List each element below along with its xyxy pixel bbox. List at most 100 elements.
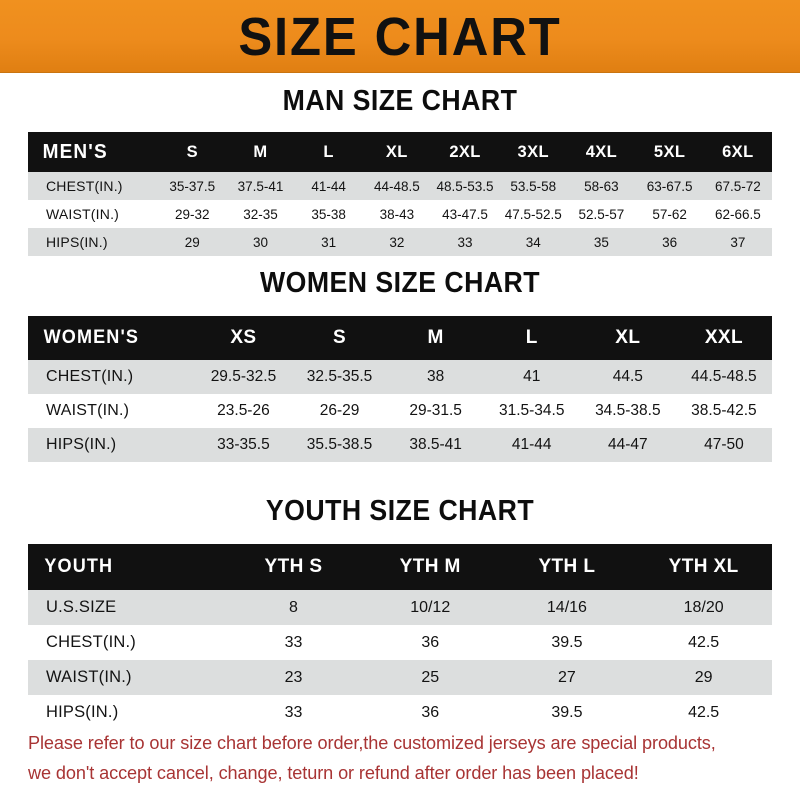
men-size-header-9: 6XL	[722, 142, 754, 161]
men-size-header-2: M	[253, 142, 268, 161]
table-cell: 35	[593, 234, 609, 250]
men-table-header-row: MEN'S S M L XL 2XL 3XL 4XL 5XL 6XL	[28, 132, 772, 172]
women-size-chart-block: WOMEN SIZE CHART WOMEN'S XS S M L XL XXL CHEST(…	[28, 266, 772, 462]
youth-row-label-1: U.S.SIZE	[46, 598, 117, 616]
table-row: CHEST(IN.) 33 36 39.5 42.5	[28, 625, 772, 660]
table-cell: 33-35.5	[217, 436, 270, 453]
women-size-header-5: XL	[615, 327, 641, 348]
table-row: HIPS(IN.) 33-35.5 35.5-38.5 38.5-41 41-44 44-…	[28, 428, 772, 462]
women-row-label-2: WAIST(IN.)	[46, 402, 130, 419]
women-table-header-row: WOMEN'S XS S M L XL XXL	[28, 316, 772, 360]
men-size-header-8: 5XL	[653, 142, 686, 161]
table-cell: 63-67.5	[646, 178, 693, 194]
youth-size-table: YOUTH YTH S YTH M YTH L YTH XL U.S.SIZE 8 10/12…	[28, 544, 772, 730]
table-row: HIPS(IN.) 33 36 39.5 42.5	[28, 695, 772, 730]
men-row-label-2: WAIST(IN.)	[46, 206, 120, 222]
table-cell: 34.5-38.5	[595, 402, 661, 419]
table-cell: 29-32	[175, 206, 210, 222]
women-row-label-3: HIPS(IN.)	[46, 436, 117, 453]
youth-section-title: YOUTH SIZE CHART	[265, 495, 535, 527]
youth-size-header-3: YTH L	[538, 556, 596, 577]
banner: SIZE CHART	[0, 0, 800, 72]
order-policy-note-line-2: we don't accept cancel, change, teturn o…	[28, 762, 639, 783]
table-cell: 62-66.5	[714, 206, 761, 222]
table-cell: 27	[558, 668, 576, 686]
youth-row-label-2: CHEST(IN.)	[46, 633, 136, 651]
table-cell: 30	[252, 234, 268, 250]
table-cell: 47-50	[704, 436, 744, 453]
table-cell: 35-37.5	[169, 178, 216, 194]
table-cell: 39.5	[551, 633, 583, 651]
women-size-table: WOMEN'S XS S M L XL XXL CHEST(IN.) 29.5-32.5 32.5…	[28, 316, 772, 462]
men-size-header-4: XL	[385, 142, 408, 161]
women-size-header-3: M	[427, 327, 444, 348]
table-cell: 25	[421, 668, 440, 686]
table-cell: 29-31.5	[409, 402, 462, 419]
table-cell: 48.5-53.5	[436, 178, 494, 194]
youth-row-label-4: HIPS(IN.)	[46, 703, 119, 721]
table-row: HIPS(IN.) 29 30 31 32 33 34 35 36 37	[28, 228, 772, 256]
order-policy-note: Please refer to our size chart before or…	[28, 728, 761, 788]
table-cell: 18/20	[683, 598, 724, 616]
men-size-chart-block: MAN SIZE CHART MEN'S S M L XL 2XL 3XL 4XL 5XL 6XL…	[28, 84, 772, 256]
table-row: CHEST(IN.) 29.5-32.5 32.5-35.5 38 41 44.5 44.5…	[28, 360, 772, 394]
table-cell: 38.5-42.5	[691, 402, 757, 419]
youth-row-label-3: WAIST(IN.)	[46, 668, 132, 686]
table-row: U.S.SIZE 8 10/12 14/16 18/20	[28, 590, 772, 625]
table-cell: 35.5-38.5	[306, 436, 373, 453]
page-title: SIZE CHART	[238, 7, 562, 67]
table-cell: 44-48.5	[373, 178, 420, 194]
men-size-header-1: S	[186, 142, 198, 161]
table-cell: 39.5	[551, 703, 583, 721]
women-row-label-1: CHEST(IN.)	[46, 368, 134, 385]
table-cell: 42.5	[688, 703, 720, 721]
table-cell: 37.5-41	[237, 178, 284, 194]
table-row: WAIST(IN.) 23 25 27 29	[28, 660, 772, 695]
men-size-table: MEN'S S M L XL 2XL 3XL 4XL 5XL 6XL CHEST(IN.) 35-37…	[28, 132, 772, 256]
table-row: WAIST(IN.) 23.5-26 26-29 29-31.5 31.5-34.5 34…	[28, 394, 772, 428]
table-cell: 57-62	[652, 206, 687, 222]
table-cell: 14/16	[546, 598, 587, 616]
table-cell: 42.5	[688, 633, 720, 651]
table-cell: 8	[289, 598, 298, 616]
table-cell: 23.5-26	[217, 402, 270, 419]
women-corner-label: WOMEN'S	[43, 327, 140, 348]
table-cell: 44.5-48.5	[691, 368, 757, 385]
table-cell: 38	[427, 368, 445, 385]
table-cell: 37	[730, 234, 746, 250]
table-cell: 67.5-72	[714, 178, 761, 194]
men-row-label-3: HIPS(IN.)	[46, 234, 108, 250]
men-size-header-6: 3XL	[517, 142, 549, 161]
table-cell: 38.5-41	[409, 436, 462, 453]
table-cell: 53.5-58	[510, 178, 557, 194]
women-section-title: WOMEN SIZE CHART	[259, 267, 541, 299]
youth-table-header-row: YOUTH YTH S YTH M YTH L YTH XL	[28, 544, 772, 590]
table-row: CHEST(IN.) 35-37.5 37.5-41 41-44 44-48.5 48.5…	[28, 172, 772, 200]
table-cell: 52.5-57	[578, 206, 625, 222]
table-cell: 58-63	[584, 178, 619, 194]
table-cell: 32-35	[243, 206, 278, 222]
men-row-label-1: CHEST(IN.)	[46, 178, 123, 194]
men-size-header-7: 4XL	[585, 142, 618, 161]
table-cell: 36	[421, 703, 440, 721]
table-cell: 10/12	[410, 598, 451, 616]
table-cell: 33	[284, 633, 303, 651]
men-section-title: MAN SIZE CHART	[282, 85, 518, 117]
table-cell: 26-29	[319, 402, 360, 419]
table-cell: 23	[284, 668, 303, 686]
youth-size-header-2: YTH M	[399, 556, 461, 577]
youth-size-header-1: YTH S	[264, 556, 323, 577]
men-corner-label: MEN'S	[42, 140, 108, 163]
table-cell: 33	[457, 234, 473, 250]
table-cell: 33	[284, 703, 303, 721]
table-cell: 44-47	[607, 436, 648, 453]
table-cell: 29	[184, 234, 200, 250]
order-policy-note-line-1: Please refer to our size chart before or…	[28, 732, 716, 753]
women-size-header-4: L	[525, 327, 538, 348]
women-size-header-2: S	[332, 327, 347, 348]
table-cell: 44.5	[612, 368, 643, 385]
table-cell: 34	[525, 234, 541, 250]
women-size-header-6: XXL	[704, 327, 743, 348]
table-cell: 41-44	[311, 178, 346, 194]
men-size-header-5: 2XL	[449, 142, 481, 161]
